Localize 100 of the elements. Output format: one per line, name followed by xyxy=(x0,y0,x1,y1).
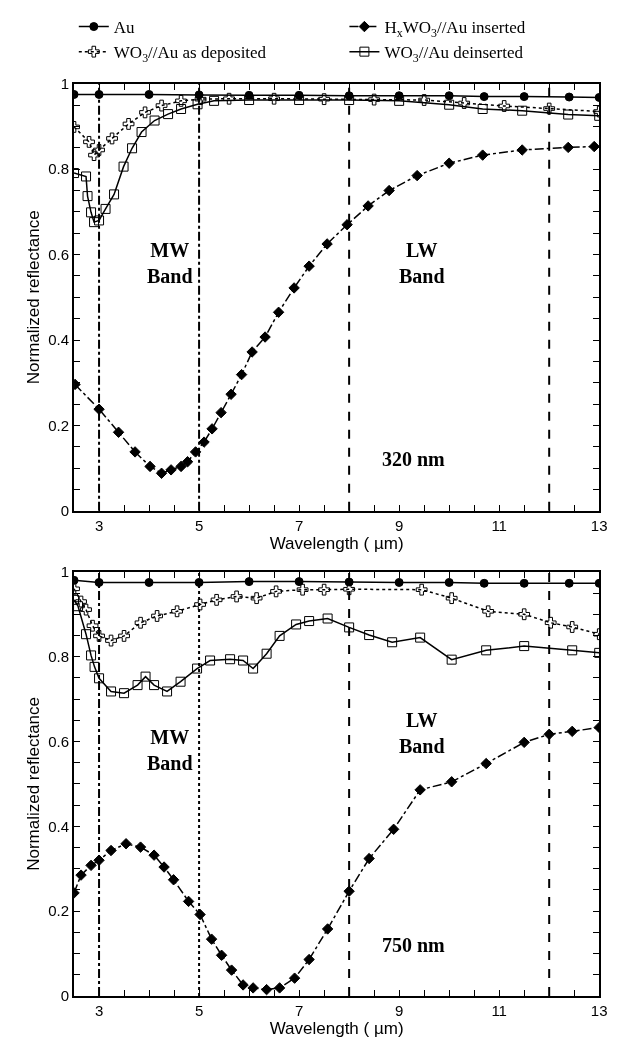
point xyxy=(205,655,216,666)
x-tick-label: 13 xyxy=(590,1001,608,1019)
point xyxy=(148,849,160,861)
point xyxy=(118,161,129,172)
point xyxy=(93,630,105,642)
point xyxy=(139,106,151,119)
x-axis-title: Wavelength ( µm) xyxy=(269,1018,404,1038)
point xyxy=(291,619,302,630)
point xyxy=(223,92,235,105)
point xyxy=(387,637,398,648)
point xyxy=(105,844,117,857)
point xyxy=(167,874,180,886)
point xyxy=(562,141,574,154)
point xyxy=(248,663,259,674)
y-tick-label: 0.8 xyxy=(48,160,70,178)
point xyxy=(566,725,578,738)
point xyxy=(479,92,489,102)
point xyxy=(144,89,154,99)
point xyxy=(89,217,100,228)
point xyxy=(151,610,163,622)
point xyxy=(80,603,92,616)
legend-label: H$_{x}$WO$_{3}$//Au inserted xyxy=(384,18,526,40)
point xyxy=(444,91,454,101)
point xyxy=(444,577,454,587)
point xyxy=(215,406,227,419)
point xyxy=(74,601,84,612)
point xyxy=(225,964,238,976)
point xyxy=(244,95,255,106)
y-tick-label: 0.8 xyxy=(48,647,70,665)
annotation: MW Band xyxy=(147,239,193,287)
x-tick-label: 9 xyxy=(394,516,404,534)
point xyxy=(344,622,355,633)
point xyxy=(88,149,100,162)
point xyxy=(318,93,331,106)
point xyxy=(132,680,143,691)
point xyxy=(519,92,529,102)
point xyxy=(272,306,285,318)
x-tick-label: 3 xyxy=(94,1001,104,1019)
point xyxy=(516,144,528,156)
point xyxy=(171,605,183,618)
x-tick-label: 11 xyxy=(491,516,507,534)
point xyxy=(192,99,203,110)
x-tick-label: 9 xyxy=(394,1001,404,1019)
point xyxy=(270,585,282,598)
point xyxy=(445,592,458,605)
point xyxy=(75,595,87,608)
point xyxy=(163,109,174,120)
point xyxy=(273,982,286,994)
point xyxy=(543,102,556,115)
point xyxy=(519,641,530,652)
point xyxy=(362,200,374,212)
point xyxy=(120,838,132,850)
point xyxy=(176,103,187,114)
point xyxy=(482,605,495,618)
point xyxy=(118,630,130,642)
point xyxy=(225,388,237,400)
point xyxy=(444,99,455,110)
point xyxy=(383,184,395,197)
point xyxy=(86,650,97,661)
point xyxy=(206,423,218,435)
point xyxy=(244,577,254,587)
x-tick-label: 3 xyxy=(94,516,104,534)
point xyxy=(519,578,529,588)
y-tick-label: 0.6 xyxy=(48,732,70,750)
point xyxy=(82,191,93,202)
point xyxy=(294,577,304,587)
point xyxy=(296,583,309,596)
point xyxy=(165,464,177,476)
x-tick-label: 7 xyxy=(294,516,304,534)
y-tick-label: 0.4 xyxy=(48,817,70,835)
y-tick-label: 0.4 xyxy=(48,331,70,349)
annotation: 320 nm xyxy=(382,448,446,470)
y-tick-label: 1 xyxy=(60,563,70,581)
point xyxy=(155,99,168,112)
point xyxy=(93,144,105,156)
point xyxy=(518,608,531,621)
point xyxy=(215,949,228,961)
point xyxy=(149,680,160,691)
x-axis-title: Wavelength ( µm) xyxy=(269,533,404,553)
point xyxy=(479,578,489,588)
y-axis-title: Normalized reflectance xyxy=(24,696,44,871)
x-tick-label: 11 xyxy=(491,1001,507,1019)
point xyxy=(566,621,579,633)
point xyxy=(394,95,405,106)
point xyxy=(225,654,236,665)
point xyxy=(237,979,249,991)
point xyxy=(443,157,455,169)
point xyxy=(75,869,87,881)
point xyxy=(136,127,147,138)
point xyxy=(129,446,141,458)
point xyxy=(155,467,168,479)
point xyxy=(268,92,280,105)
point xyxy=(288,972,301,984)
point xyxy=(364,630,375,641)
point xyxy=(341,219,353,231)
annotation: LW Band xyxy=(399,239,445,287)
point xyxy=(192,663,203,674)
point xyxy=(387,823,400,835)
point xyxy=(81,171,92,182)
point xyxy=(246,346,258,358)
